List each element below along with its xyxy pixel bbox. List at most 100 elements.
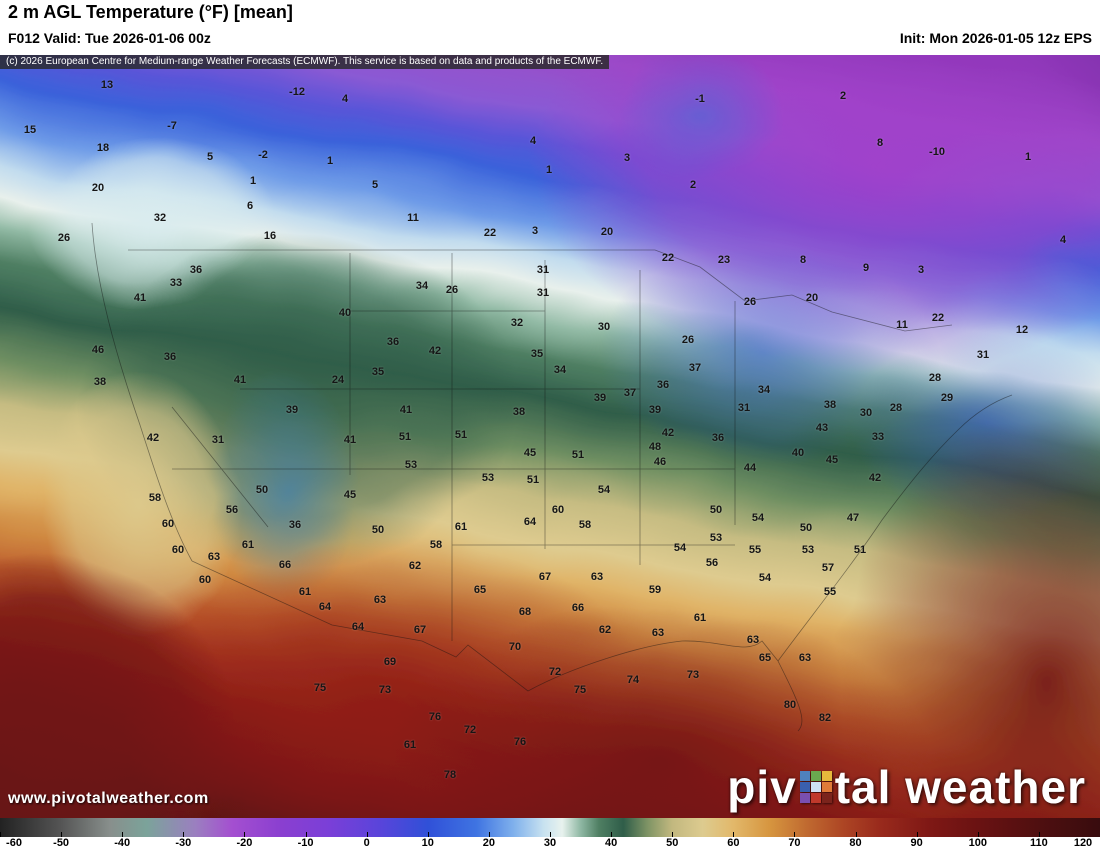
temp-label: 82: [818, 712, 832, 724]
temp-label: 63: [651, 627, 665, 639]
temp-label: 45: [523, 447, 537, 459]
colorbar-tick-label: -10: [297, 837, 314, 849]
colorbar-tick-label: -30: [175, 837, 192, 849]
temp-label: 70: [508, 641, 522, 653]
temp-label: 31: [536, 264, 550, 276]
colorbar-tick: [977, 832, 979, 837]
colorbar-tick-label: 70: [788, 837, 801, 849]
watermark-text: www.pivotalweather.com: [8, 790, 209, 807]
colorbar-tick-label: 120: [1073, 837, 1093, 849]
temp-label: 54: [751, 512, 765, 524]
temp-label: 20: [91, 182, 105, 194]
temp-label: 51: [853, 544, 867, 556]
temp-label: 74: [626, 674, 640, 686]
temp-label: 64: [318, 601, 332, 613]
temp-label: 56: [225, 504, 239, 516]
temp-label: 76: [513, 736, 527, 748]
temp-label: 67: [538, 571, 552, 583]
temp-label: 33: [871, 431, 885, 443]
temp-label: 58: [148, 492, 162, 504]
temp-label: 11: [407, 212, 419, 224]
temp-label: 39: [593, 392, 607, 404]
temp-label: 15: [23, 124, 37, 136]
temp-label: 33: [169, 277, 183, 289]
colorbar-tick: [0, 832, 1, 837]
header: 2 m AGL Temperature (°F) [mean] F012 Val…: [0, 0, 1100, 55]
temp-label: 64: [351, 621, 365, 633]
temp-label: 58: [429, 539, 443, 551]
temp-label: 26: [743, 296, 757, 308]
temp-label: 58: [578, 519, 592, 531]
temp-label: 43: [815, 422, 829, 434]
colorbar-tick-label: 40: [604, 837, 618, 849]
temp-label: 51: [526, 474, 540, 486]
temp-label: 41: [399, 404, 413, 416]
page-title: 2 m AGL Temperature (°F) [mean]: [8, 2, 293, 22]
temp-label: 72: [548, 666, 562, 678]
temp-label: 41: [343, 434, 357, 446]
temp-label: 51: [571, 449, 585, 461]
temp-label: 61: [454, 521, 468, 533]
temp-label: 62: [408, 560, 422, 572]
temp-label: 63: [590, 571, 604, 583]
temp-label: 63: [373, 594, 387, 606]
colorbar-tick: [855, 832, 857, 837]
temp-label: 23: [717, 254, 731, 266]
map-area: (c) 2026 European Centre for Medium-rang…: [0, 55, 1100, 818]
temp-label: 34: [757, 384, 771, 396]
temp-label: 34: [553, 364, 567, 376]
temp-label: 60: [161, 518, 175, 530]
temp-label: 66: [278, 559, 292, 571]
temp-label: 61: [298, 586, 312, 598]
colorbar-tick: [488, 832, 490, 837]
temp-label: 36: [656, 379, 670, 391]
temp-label: 40: [791, 447, 805, 459]
temp-label: 9: [862, 262, 870, 274]
temp-label: 50: [255, 484, 269, 496]
colorbar-tick: [183, 832, 185, 837]
temp-label: 11: [896, 319, 908, 331]
temp-label: 3: [917, 264, 925, 276]
colorbar-gradient: [0, 818, 1100, 837]
temp-label: 37: [623, 387, 637, 399]
temp-label: 63: [746, 634, 760, 646]
temp-label: 42: [868, 472, 882, 484]
temp-label: 68: [518, 606, 532, 618]
temp-label: 41: [133, 292, 147, 304]
colorbar-tick: [1038, 832, 1040, 837]
temp-label: 26: [57, 232, 71, 244]
colorbar-tick-label: 60: [727, 837, 740, 849]
temp-label: 36: [711, 432, 725, 444]
temp-label: 45: [825, 454, 839, 466]
temp-label: 47: [846, 512, 860, 524]
temp-label: 22: [661, 252, 675, 264]
colorbar-tick-label: 80: [849, 837, 862, 849]
temp-label: 60: [198, 574, 212, 586]
colorbar-tick-label: 110: [1030, 837, 1048, 849]
temp-label: 50: [371, 524, 385, 536]
temp-label: 1: [545, 164, 553, 176]
temp-label: 18: [96, 142, 110, 154]
temp-label: 56: [705, 557, 719, 569]
temp-label: 67: [413, 624, 427, 636]
temp-label: 36: [163, 351, 177, 363]
temp-label: 12: [1015, 324, 1029, 336]
temp-label: -2: [258, 149, 268, 161]
temp-label: 60: [171, 544, 185, 556]
temp-label: 63: [207, 551, 221, 563]
temp-label: 29: [940, 392, 954, 404]
temp-label: 30: [597, 321, 611, 333]
colorbar-tick: [794, 832, 796, 837]
colorbar-tick-label: 50: [666, 837, 679, 849]
temp-label: 53: [801, 544, 815, 556]
temp-label: 57: [821, 562, 835, 574]
temp-label: 45: [343, 489, 357, 501]
logo-text-2: tal weather: [834, 761, 1086, 813]
colorbar-tick-label: 10: [421, 837, 434, 849]
temp-label: -1: [695, 93, 705, 105]
temp-label: 32: [153, 212, 167, 224]
temp-label: 53: [404, 459, 418, 471]
colorbar-tick: [305, 832, 307, 837]
colorbar-tick: [611, 832, 613, 837]
temp-label: 54: [673, 542, 687, 554]
